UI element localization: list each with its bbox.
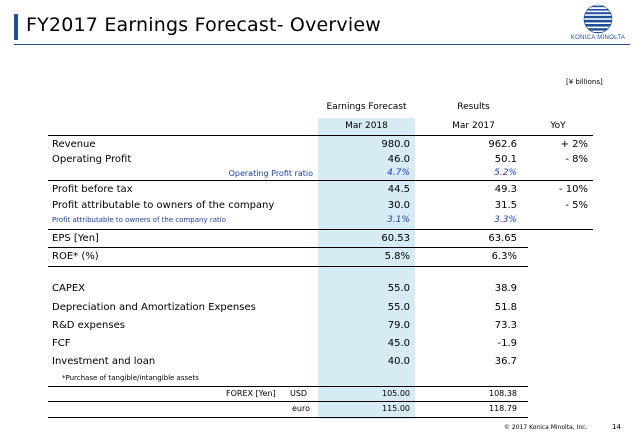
result-value: 51.8 xyxy=(494,302,517,313)
table-row-operating-profit-ratio: Operating Profit ratio 4.7% 5.2% xyxy=(48,166,593,182)
rule-after-roe xyxy=(48,266,528,267)
title-underline xyxy=(14,44,630,45)
table-row-depreciation: Depreciation and Amortization Expenses 5… xyxy=(48,300,593,316)
forecast-value: 46.0 xyxy=(387,154,410,165)
title-accent-bar xyxy=(14,14,18,40)
result-value: 5.2% xyxy=(494,168,517,178)
yoy-value: - 10% xyxy=(558,184,588,195)
forecast-column-highlight xyxy=(318,118,415,419)
table-row-investment-loan: Investment and loan 40.0 36.7 xyxy=(48,354,593,370)
forex-euro-label: euro xyxy=(292,404,310,413)
rule-header xyxy=(48,135,593,136)
page-title: FY2017 Earnings Forecast- Overview xyxy=(26,14,381,36)
rule-after-op-ratio xyxy=(48,180,593,181)
result-value: 6.3% xyxy=(491,251,517,262)
row-label: EPS [Yen] xyxy=(52,233,99,244)
forecast-value: 79.0 xyxy=(387,320,410,331)
forecast-value: 55.0 xyxy=(387,283,410,294)
forecast-value: 44.5 xyxy=(387,184,410,195)
result-value: -1.9 xyxy=(497,338,517,349)
forecast-value: 55.0 xyxy=(387,302,410,313)
table-row-operating-profit: Operating Profit 46.0 50.1 - 8% xyxy=(48,152,593,168)
yoy-value: + 2% xyxy=(560,139,588,150)
company-logo: KONICA MINOLTA xyxy=(560,4,636,46)
row-label: Investment and loan xyxy=(52,356,156,367)
yoy-value: - 5% xyxy=(565,200,588,211)
row-label: Profit before tax xyxy=(52,184,133,195)
row-label: Revenue xyxy=(52,139,96,150)
rule-forex-mid xyxy=(48,401,528,402)
row-label: Depreciation and Amortization Expenses xyxy=(52,302,256,313)
forex-label: FOREX [Yen] xyxy=(226,389,276,398)
result-value: 73.3 xyxy=(494,320,517,331)
copyright: © 2017 Konica Minolta, Inc. xyxy=(504,424,588,431)
forecast-value: 60.53 xyxy=(381,233,410,244)
row-label: Profit attributable to owners of the com… xyxy=(52,216,226,224)
rule-after-eps xyxy=(48,247,528,248)
result-value: 3.3% xyxy=(494,215,517,225)
forex-usd-forecast: 105.00 xyxy=(382,389,410,398)
yoy-value: - 8% xyxy=(565,154,588,165)
table-row-fcf: FCF 45.0 -1.9 xyxy=(48,336,593,352)
forex-euro-forecast: 115.00 xyxy=(382,404,410,413)
result-value: 63.65 xyxy=(488,233,517,244)
forecast-value: 40.0 xyxy=(387,356,410,367)
forecast-value: 4.7% xyxy=(387,168,410,178)
header-mar-2017: Mar 2017 xyxy=(452,121,495,131)
row-label: FCF xyxy=(52,338,71,349)
page-number: 14 xyxy=(612,423,621,431)
forecast-value: 3.1% xyxy=(387,215,410,225)
header-results: Results xyxy=(457,102,490,112)
forecast-value: 45.0 xyxy=(387,338,410,349)
result-value: 38.9 xyxy=(494,283,517,294)
table-row-revenue: Revenue 980.0 962.6 + 2% xyxy=(48,137,593,153)
forex-usd-label: USD xyxy=(290,389,308,398)
table-row-rd-expenses: R&D expenses 79.0 73.3 xyxy=(48,318,593,334)
rule-forex-top xyxy=(48,386,528,387)
row-label: CAPEX xyxy=(52,283,86,294)
table-row-capex: CAPEX 55.0 38.9 xyxy=(48,281,593,297)
table-row-eps: EPS [Yen] 60.53 63.65 xyxy=(48,231,593,247)
rule-forex-bottom xyxy=(48,417,528,418)
rule-after-pao-ratio xyxy=(48,229,593,230)
row-label: Operating Profit xyxy=(52,154,132,165)
header-mar-2018: Mar 2018 xyxy=(345,121,388,131)
forecast-value: 5.8% xyxy=(384,251,410,262)
globe-logo-icon xyxy=(583,4,613,34)
row-label: Operating Profit ratio xyxy=(228,169,313,178)
capex-footnote: *Purchase of tangible/intangible assets xyxy=(62,374,199,382)
forex-euro-result: 118.79 xyxy=(489,404,517,413)
row-label: Profit attributable to owners of the com… xyxy=(52,200,275,211)
table-row-profit-attributable-ratio: Profit attributable to owners of the com… xyxy=(48,213,593,229)
table-row-roe: ROE* (%) 5.8% 6.3% xyxy=(48,249,593,265)
header-yoy: YoY xyxy=(550,121,566,131)
header-earnings-forecast: Earnings Forecast xyxy=(326,102,407,112)
row-label: ROE* (%) xyxy=(52,251,99,262)
unit-label: [¥ billions] xyxy=(566,78,603,86)
title-bar: FY2017 Earnings Forecast- Overview xyxy=(0,0,640,52)
result-value: 31.5 xyxy=(494,200,517,211)
forecast-value: 30.0 xyxy=(387,200,410,211)
result-value: 49.3 xyxy=(494,184,517,195)
logo-wordmark: KONICA MINOLTA xyxy=(570,35,626,41)
table-row-profit-before-tax: Profit before tax 44.5 49.3 - 10% xyxy=(48,182,593,198)
result-value: 36.7 xyxy=(494,356,517,367)
forex-usd-result: 108.38 xyxy=(489,389,517,398)
result-value: 962.6 xyxy=(488,139,517,150)
table-row-profit-attributable: Profit attributable to owners of the com… xyxy=(48,198,593,214)
forecast-value: 980.0 xyxy=(381,139,410,150)
row-label: R&D expenses xyxy=(52,320,125,331)
result-value: 50.1 xyxy=(494,154,517,165)
